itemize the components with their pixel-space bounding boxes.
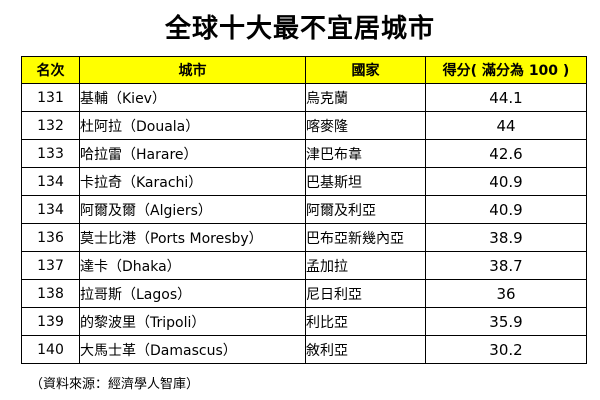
table-row: 134 卡拉奇（Karachi） 巴基斯坦 40.9 (21, 167, 587, 196)
table-row: 140 大馬士革（Damascus） 敘利亞 30.2 (21, 335, 587, 364)
cell-score: 44.1 (425, 83, 587, 112)
table-row: 138 拉哥斯（Lagos） 尼日利亞 36 (21, 279, 587, 308)
cell-rank: 133 (21, 139, 80, 168)
cell-score: 38.9 (425, 223, 587, 252)
table-row: 133 哈拉雷（Harare） 津巴布韋 42.6 (21, 139, 587, 168)
cell-city: 達卡（Dhaka） (79, 251, 306, 280)
cell-score: 35.9 (425, 307, 587, 336)
header-city: 城市 (79, 56, 306, 84)
cell-country: 巴基斯坦 (305, 167, 426, 196)
cell-score: 40.9 (425, 167, 587, 196)
cell-score: 36 (425, 279, 587, 308)
cell-rank: 132 (21, 111, 80, 140)
cell-country: 阿爾及利亞 (305, 195, 426, 224)
cell-country: 津巴布韋 (305, 139, 426, 168)
cell-city: 卡拉奇（Karachi） (79, 167, 306, 196)
cell-rank: 131 (21, 83, 80, 112)
cell-rank: 136 (21, 223, 80, 252)
table-row: 131 基輔（Kiev） 烏克蘭 44.1 (21, 83, 587, 112)
cell-rank: 140 (21, 335, 80, 364)
cell-score: 42.6 (425, 139, 587, 168)
cell-rank: 134 (21, 195, 80, 224)
cell-city: 阿爾及爾（Algiers） (79, 195, 306, 224)
cell-country: 巴布亞新幾內亞 (305, 223, 426, 252)
cell-city: 基輔（Kiev） (79, 83, 306, 112)
cell-city: 拉哥斯（Lagos） (79, 279, 306, 308)
cell-rank: 139 (21, 307, 80, 336)
cell-country: 敘利亞 (305, 335, 426, 364)
cell-country: 烏克蘭 (305, 83, 426, 112)
cell-rank: 138 (21, 279, 80, 308)
cell-country: 喀麥隆 (305, 111, 426, 140)
cell-country: 利比亞 (305, 307, 426, 336)
header-country: 國家 (305, 56, 426, 84)
table-row: 132 杜阿拉（Douala） 喀麥隆 44 (21, 111, 587, 140)
cell-city: 哈拉雷（Harare） (79, 139, 306, 168)
cell-score: 30.2 (425, 335, 587, 364)
cell-city: 的黎波里（Tripoli） (79, 307, 306, 336)
header-score: 得分( 滿分為 100 ) (425, 56, 587, 84)
cell-rank: 134 (21, 167, 80, 196)
cell-score: 38.7 (425, 251, 587, 280)
cell-city: 大馬士革（Damascus） (79, 335, 306, 364)
table-row: 136 莫士比港（Ports Moresby） 巴布亞新幾內亞 38.9 (21, 223, 587, 252)
cell-city: 莫士比港（Ports Moresby） (79, 223, 306, 252)
cell-score: 40.9 (425, 195, 587, 224)
table-row: 139 的黎波里（Tripoli） 利比亞 35.9 (21, 307, 587, 336)
source-note: （資料來源：經濟學人智庫） (30, 377, 200, 392)
table-row: 134 阿爾及爾（Algiers） 阿爾及利亞 40.9 (21, 195, 587, 224)
table-row: 137 達卡（Dhaka） 孟加拉 38.7 (21, 251, 587, 280)
cell-score: 44 (425, 111, 587, 140)
ranking-table: 名次 城市 國家 得分( 滿分為 100 ) 131 基輔（Kiev） 烏克蘭 44.… (21, 56, 587, 364)
cell-country: 孟加拉 (305, 251, 426, 280)
cell-rank: 137 (21, 251, 80, 280)
page-title: 全球十大最不宜居城市 (164, 14, 435, 44)
table-header-row: 名次 城市 國家 得分( 滿分為 100 ) (21, 56, 587, 84)
cell-country: 尼日利亞 (305, 279, 426, 308)
cell-city: 杜阿拉（Douala） (79, 111, 306, 140)
header-rank: 名次 (21, 56, 80, 84)
